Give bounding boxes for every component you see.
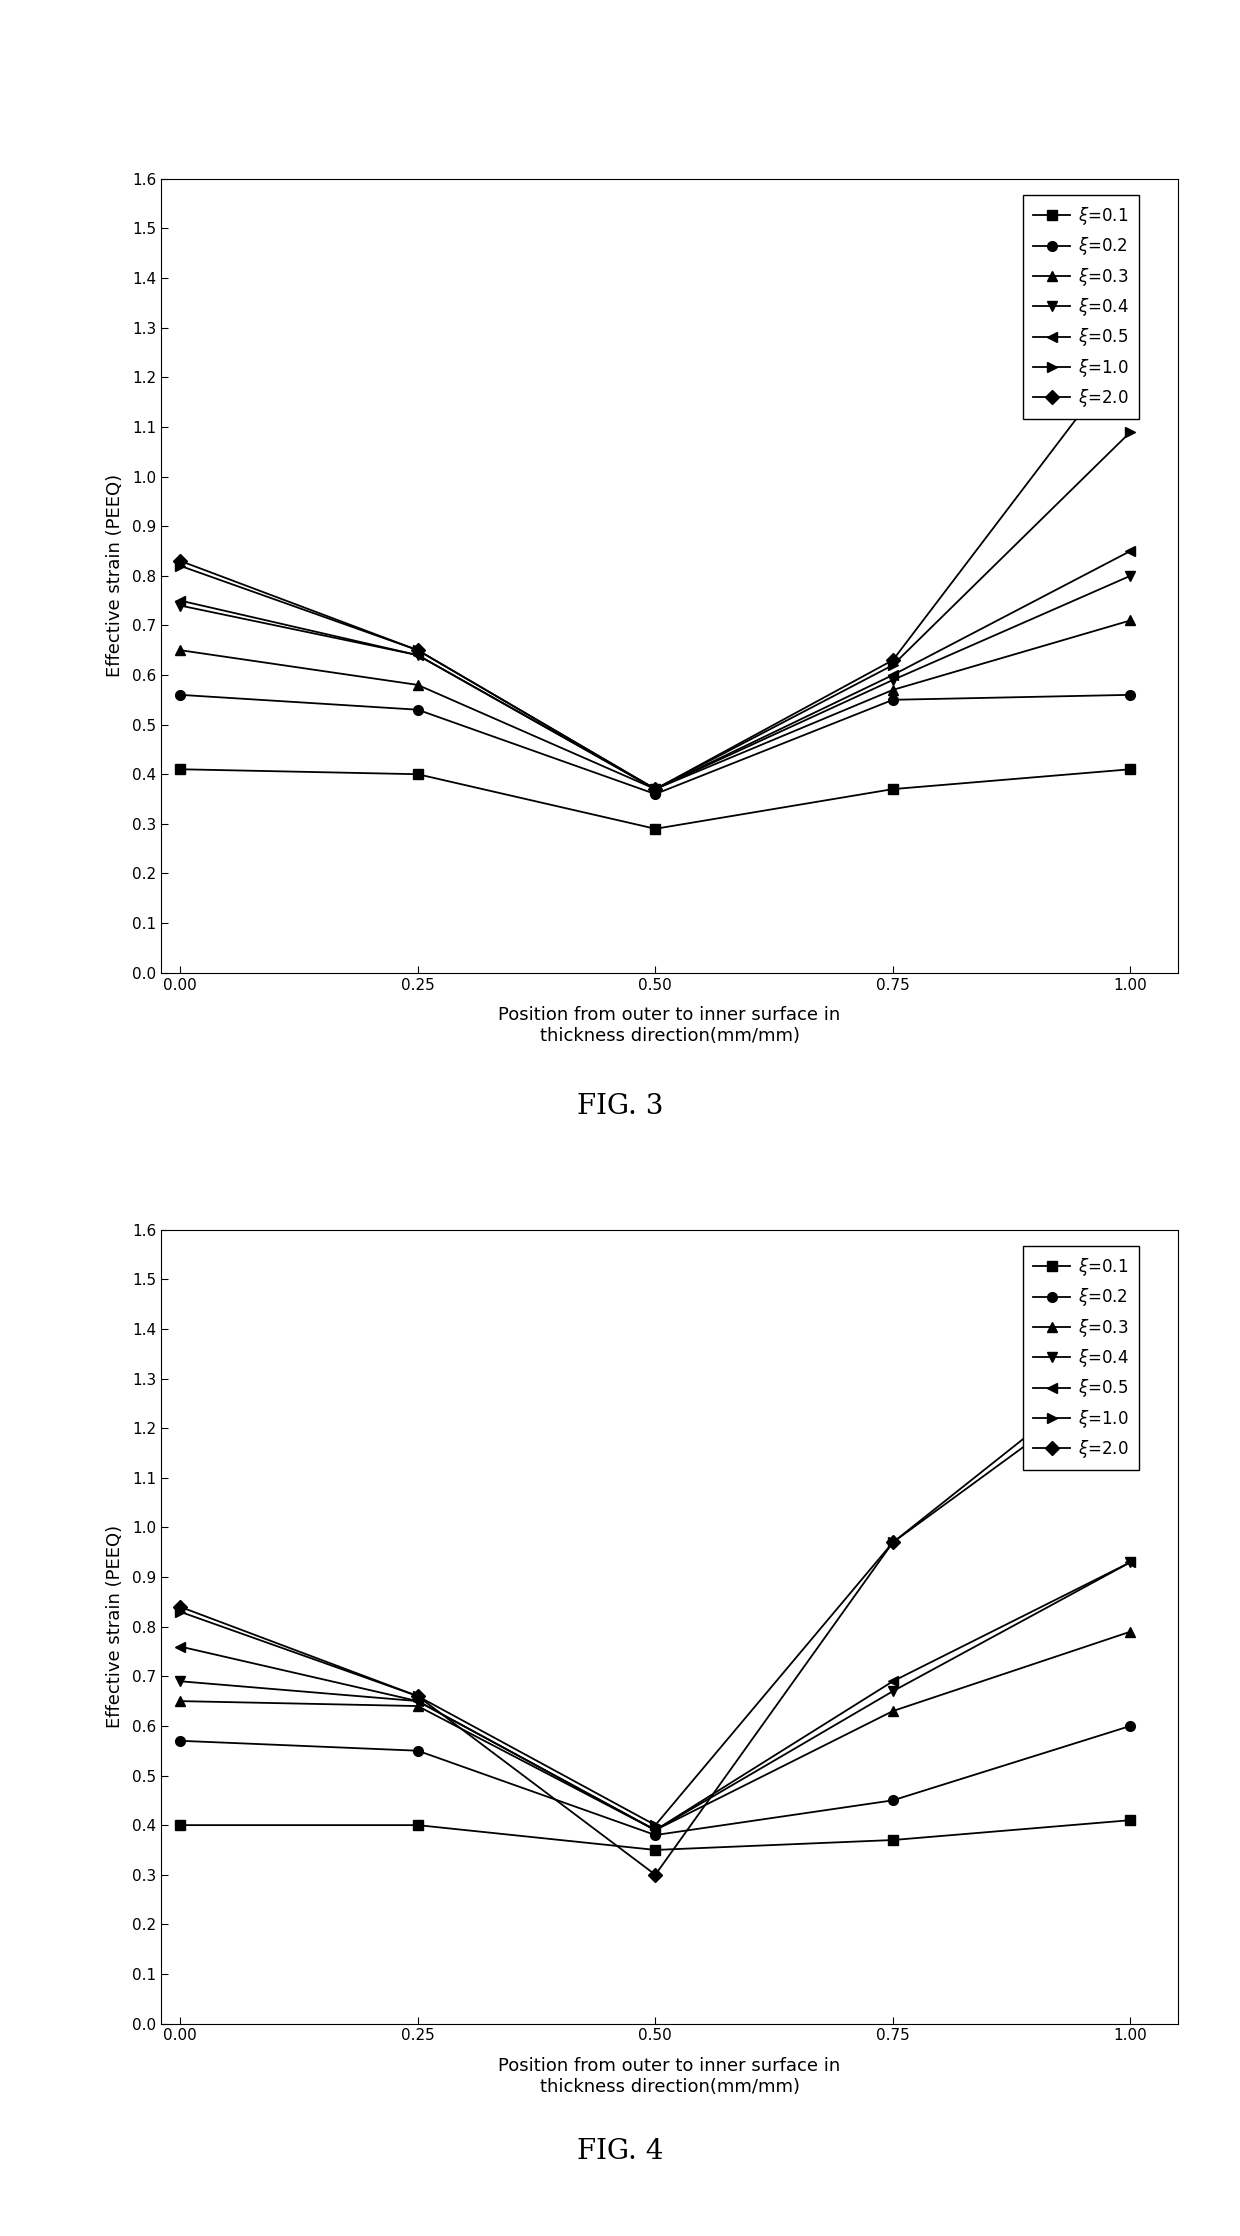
$\xi$=0.5: [172, 1632, 187, 1659]
$\xi$=0.1: [1123, 1807, 1138, 1834]
Line: $\xi$=2.0: $\xi$=2.0: [175, 1348, 1136, 1880]
$\xi$=0.5: [1123, 537, 1138, 563]
$\xi$=0.4: [410, 1688, 425, 1715]
$\xi$=1.0: [885, 651, 900, 678]
$\xi$=0.2: [172, 1728, 187, 1755]
$\xi$=2.0: [885, 646, 900, 673]
Line: $\xi$=1.0: $\xi$=1.0: [175, 427, 1136, 794]
$\xi$=0.3: [1123, 1619, 1138, 1646]
$\xi$=0.5: [1123, 1550, 1138, 1576]
$\xi$=0.5: [410, 1688, 425, 1715]
$\xi$=0.1: [885, 1827, 900, 1854]
$\xi$=2.0: [649, 1860, 663, 1887]
$\xi$=0.1: [885, 776, 900, 803]
$\xi$=0.4: [649, 1816, 663, 1842]
$\xi$=0.4: [172, 593, 187, 619]
$\xi$=1.0: [1123, 1355, 1138, 1382]
$\xi$=0.3: [649, 776, 663, 803]
Line: $\xi$=0.2: $\xi$=0.2: [175, 1722, 1136, 1840]
$\xi$=0.3: [410, 1693, 425, 1719]
$\xi$=0.2: [410, 695, 425, 722]
$\xi$=0.2: [1123, 682, 1138, 709]
Line: $\xi$=0.4: $\xi$=0.4: [175, 570, 1136, 794]
$\xi$=1.0: [172, 552, 187, 579]
$\xi$=2.0: [172, 548, 187, 575]
$\xi$=0.4: [649, 776, 663, 803]
Line: $\xi$=0.2: $\xi$=0.2: [175, 691, 1136, 798]
$\xi$=0.2: [885, 686, 900, 713]
$\xi$=0.5: [172, 588, 187, 615]
$\xi$=0.3: [172, 637, 187, 664]
Text: FIG. 4: FIG. 4: [577, 2138, 663, 2164]
$\xi$=0.2: [1123, 1713, 1138, 1740]
$\xi$=0.3: [649, 1816, 663, 1842]
$\xi$=0.4: [1123, 1550, 1138, 1576]
$\xi$=2.0: [172, 1594, 187, 1621]
$\xi$=2.0: [1123, 333, 1138, 360]
$\xi$=1.0: [649, 776, 663, 803]
Line: $\xi$=1.0: $\xi$=1.0: [175, 1364, 1136, 1829]
$\xi$=0.2: [649, 780, 663, 807]
Line: $\xi$=0.3: $\xi$=0.3: [175, 1628, 1136, 1836]
Y-axis label: Effective strain (PEEQ): Effective strain (PEEQ): [105, 474, 124, 678]
$\xi$=2.0: [649, 776, 663, 803]
$\xi$=1.0: [410, 637, 425, 664]
Line: $\xi$=0.3: $\xi$=0.3: [175, 615, 1136, 794]
$\xi$=0.4: [410, 642, 425, 669]
Legend: $\xi$=0.1, $\xi$=0.2, $\xi$=0.3, $\xi$=0.4, $\xi$=0.5, $\xi$=1.0, $\xi$=2.0: $\xi$=0.1, $\xi$=0.2, $\xi$=0.3, $\xi$=0…: [1023, 195, 1140, 418]
$\xi$=0.2: [172, 682, 187, 709]
$\xi$=0.4: [172, 1668, 187, 1695]
$\xi$=0.5: [649, 1816, 663, 1842]
Line: $\xi$=0.1: $\xi$=0.1: [175, 1816, 1136, 1856]
$\xi$=1.0: [885, 1529, 900, 1556]
Legend: $\xi$=0.1, $\xi$=0.2, $\xi$=0.3, $\xi$=0.4, $\xi$=0.5, $\xi$=1.0, $\xi$=2.0: $\xi$=0.1, $\xi$=0.2, $\xi$=0.3, $\xi$=0…: [1023, 1245, 1140, 1469]
$\xi$=0.5: [649, 776, 663, 803]
Y-axis label: Effective strain (PEEQ): Effective strain (PEEQ): [105, 1525, 124, 1728]
$\xi$=0.3: [1123, 606, 1138, 633]
$\xi$=0.1: [1123, 756, 1138, 783]
$\xi$=0.1: [649, 816, 663, 843]
$\xi$=0.1: [410, 1811, 425, 1838]
$\xi$=0.2: [410, 1737, 425, 1764]
$\xi$=0.1: [649, 1836, 663, 1863]
$\xi$=1.0: [649, 1811, 663, 1838]
$\xi$=0.5: [885, 662, 900, 689]
$\xi$=2.0: [885, 1529, 900, 1556]
Line: $\xi$=0.5: $\xi$=0.5: [175, 546, 1136, 794]
$\xi$=0.4: [1123, 561, 1138, 588]
X-axis label: Position from outer to inner surface in
thickness direction(mm/mm): Position from outer to inner surface in …: [498, 2057, 841, 2095]
Line: $\xi$=0.4: $\xi$=0.4: [175, 1556, 1136, 1836]
Line: $\xi$=0.5: $\xi$=0.5: [175, 1556, 1136, 1836]
$\xi$=0.3: [172, 1688, 187, 1715]
X-axis label: Position from outer to inner surface in
thickness direction(mm/mm): Position from outer to inner surface in …: [498, 1006, 841, 1044]
$\xi$=0.4: [885, 666, 900, 693]
$\xi$=0.1: [410, 760, 425, 787]
$\xi$=0.1: [172, 756, 187, 783]
$\xi$=1.0: [1123, 418, 1138, 445]
$\xi$=0.3: [885, 1697, 900, 1724]
Line: $\xi$=2.0: $\xi$=2.0: [175, 342, 1136, 794]
Line: $\xi$=0.1: $\xi$=0.1: [175, 765, 1136, 834]
$\xi$=1.0: [172, 1599, 187, 1626]
$\xi$=0.5: [885, 1668, 900, 1695]
$\xi$=1.0: [410, 1684, 425, 1711]
$\xi$=0.5: [410, 642, 425, 669]
$\xi$=2.0: [410, 1684, 425, 1711]
$\xi$=0.1: [172, 1811, 187, 1838]
$\xi$=0.4: [885, 1677, 900, 1704]
$\xi$=0.3: [410, 671, 425, 698]
$\xi$=2.0: [410, 637, 425, 664]
Text: FIG. 3: FIG. 3: [577, 1093, 663, 1120]
$\xi$=0.2: [885, 1787, 900, 1813]
$\xi$=2.0: [1123, 1339, 1138, 1366]
$\xi$=0.2: [649, 1822, 663, 1849]
$\xi$=0.3: [885, 678, 900, 704]
